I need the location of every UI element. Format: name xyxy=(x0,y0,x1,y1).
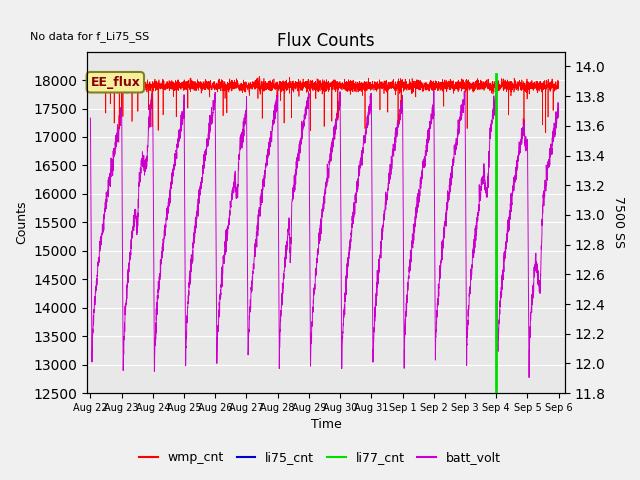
Y-axis label: 7500 SS: 7500 SS xyxy=(612,196,625,248)
Text: EE_flux: EE_flux xyxy=(90,76,140,89)
Title: Flux Counts: Flux Counts xyxy=(277,32,375,50)
Text: No data for f_Li75_SS: No data for f_Li75_SS xyxy=(30,31,149,42)
Y-axis label: Counts: Counts xyxy=(15,201,28,244)
X-axis label: Time: Time xyxy=(310,419,341,432)
Legend: wmp_cnt, li75_cnt, li77_cnt, batt_volt: wmp_cnt, li75_cnt, li77_cnt, batt_volt xyxy=(134,446,506,469)
